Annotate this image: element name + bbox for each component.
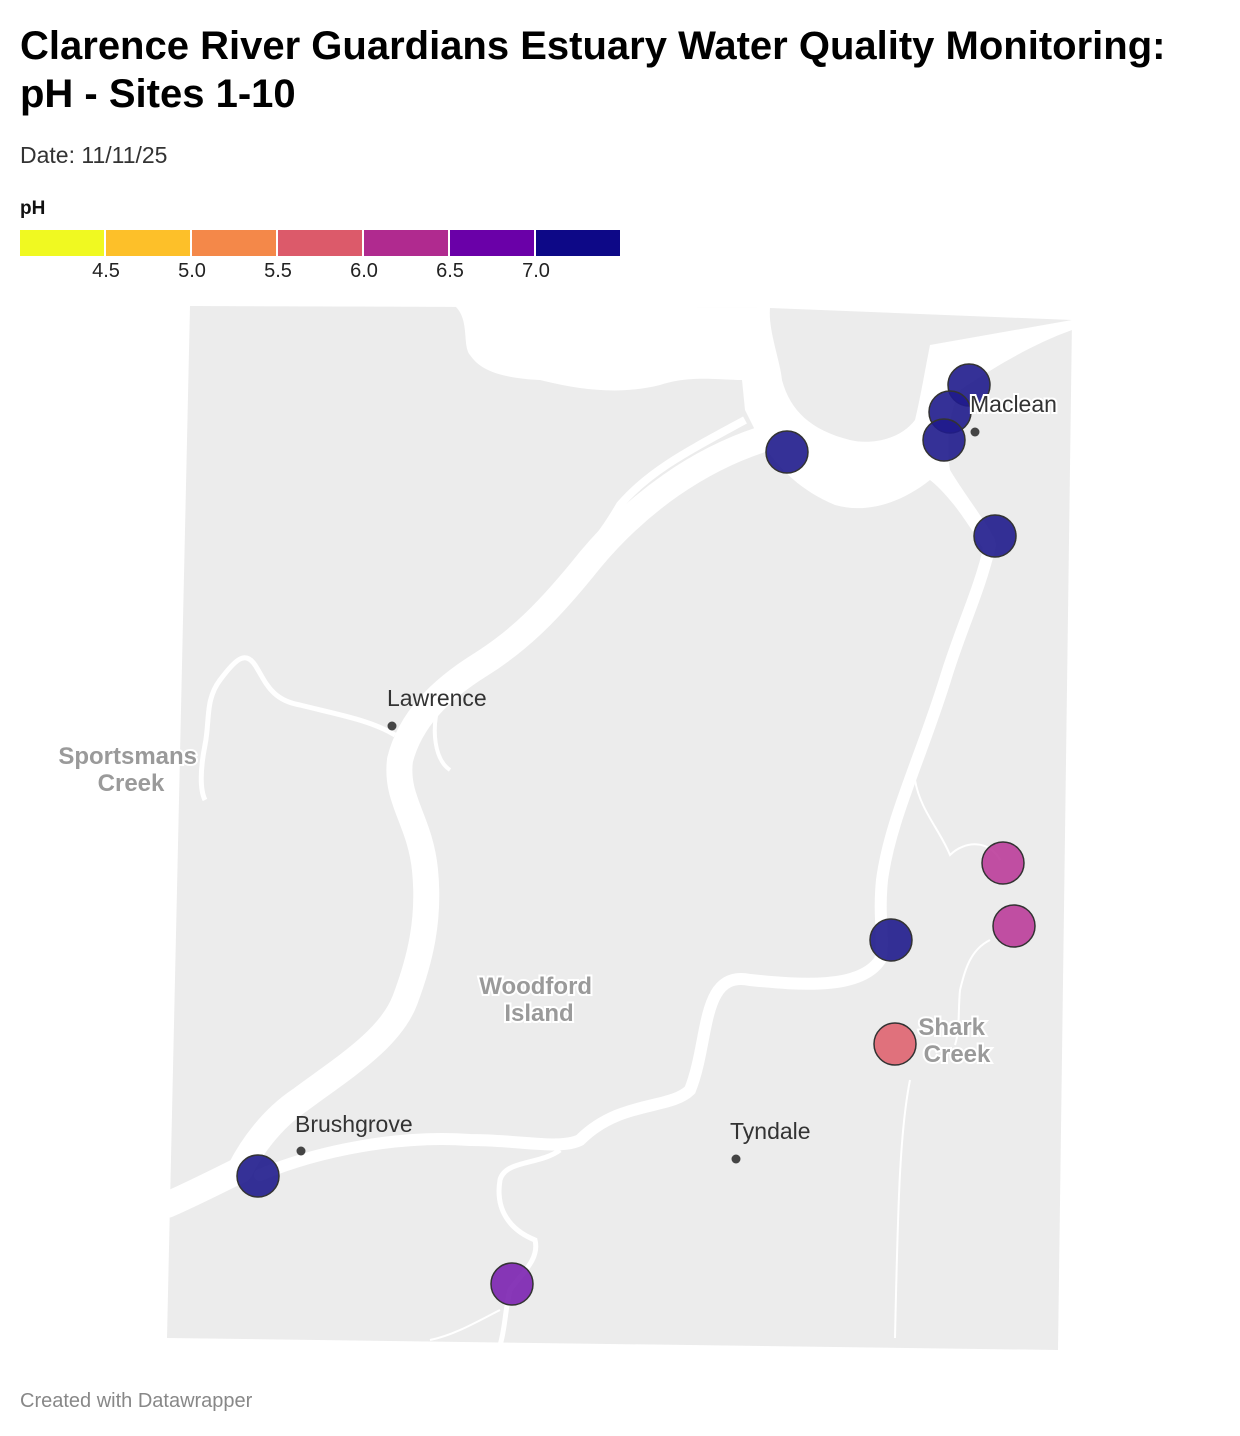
monitoring-sites[interactable] xyxy=(236,363,1036,1306)
legend-tick-1: 4.5 xyxy=(92,260,120,282)
sportsmans-creek-label-line-2: Creek xyxy=(98,770,165,797)
site-marker[interactable] xyxy=(873,1022,917,1066)
site-marker[interactable] xyxy=(869,918,913,962)
legend-swatch-5 xyxy=(364,230,448,256)
shark-creek-label-line-2: Creek xyxy=(924,1041,991,1068)
legend-title: pH xyxy=(20,198,46,219)
map-title-line-2: pH - Sites 1-10 xyxy=(20,72,296,116)
estuary-map[interactable]: Maclean Lawrence Brushgrove Tyndale Spor… xyxy=(0,290,1240,1370)
creek-south-branch xyxy=(429,1309,501,1341)
maclean-dot xyxy=(970,427,980,437)
brushgrove-label: Brushgrove xyxy=(295,1111,413,1137)
woodford-island-label-line-1: Woodford xyxy=(479,973,592,1000)
river-eastern-arm xyxy=(254,539,996,1181)
site-marker[interactable] xyxy=(973,514,1017,558)
legend-ticks: 4.5 5.0 5.5 6.0 6.5 7.0 xyxy=(20,260,660,286)
site-marker[interactable] xyxy=(992,904,1036,948)
shark-creek-label-line-1: Shark xyxy=(918,1014,985,1041)
legend-tick-4: 6.0 xyxy=(350,260,378,282)
brushgrove-dot xyxy=(296,1146,306,1156)
legend-tick-2: 5.0 xyxy=(178,260,206,282)
legend-tick-6: 7.0 xyxy=(522,260,550,282)
sportsmans-creek-label-line-1: Sportsmans xyxy=(58,743,197,770)
legend-swatch-6 xyxy=(450,230,534,256)
lawrence-label: Lawrence xyxy=(387,685,487,711)
maclean-label: Maclean xyxy=(970,391,1057,417)
map-subtitle: Date: 11/11/25 xyxy=(20,142,168,168)
attribution-footer: Created with Datawrapper xyxy=(20,1390,253,1412)
legend-swatch-1 xyxy=(20,230,104,256)
site-marker[interactable] xyxy=(981,841,1025,885)
site-marker[interactable] xyxy=(490,1262,534,1306)
shark-creek-label: Shark Creek xyxy=(918,1014,991,1068)
boundary-line xyxy=(894,1079,911,1339)
map-title: Clarence River Guardians Estuary Water Q… xyxy=(20,22,1220,118)
river-side-channel xyxy=(551,416,747,593)
river-main-channel xyxy=(154,427,773,1218)
sportsmans-creek-line xyxy=(198,655,397,802)
woodford-island-label: Woodford Island xyxy=(479,973,599,1027)
legend-swatch-4 xyxy=(278,230,362,256)
tyndale-dot xyxy=(731,1154,741,1164)
land-area xyxy=(167,306,1072,1350)
lawrence-channel xyxy=(432,699,452,772)
legend-swatch-3 xyxy=(192,230,276,256)
lawrence-dot xyxy=(387,721,397,731)
shark-creek-line xyxy=(914,779,1001,1046)
woodford-island-label-line-2: Island xyxy=(504,1000,573,1027)
site-marker[interactable] xyxy=(922,418,966,462)
site-marker[interactable] xyxy=(236,1154,280,1198)
map-title-line-1: Clarence River Guardians Estuary Water Q… xyxy=(20,24,1166,68)
color-legend xyxy=(20,230,622,256)
tyndale-label: Tyndale xyxy=(730,1118,811,1144)
legend-tick-5: 6.5 xyxy=(436,260,464,282)
legend-swatch-2 xyxy=(106,230,190,256)
legend-swatch-7 xyxy=(536,230,620,256)
sportsmans-creek-label: Sportsmans Creek xyxy=(58,743,203,797)
legend-tick-3: 5.5 xyxy=(264,260,292,282)
site-marker[interactable] xyxy=(765,430,809,474)
